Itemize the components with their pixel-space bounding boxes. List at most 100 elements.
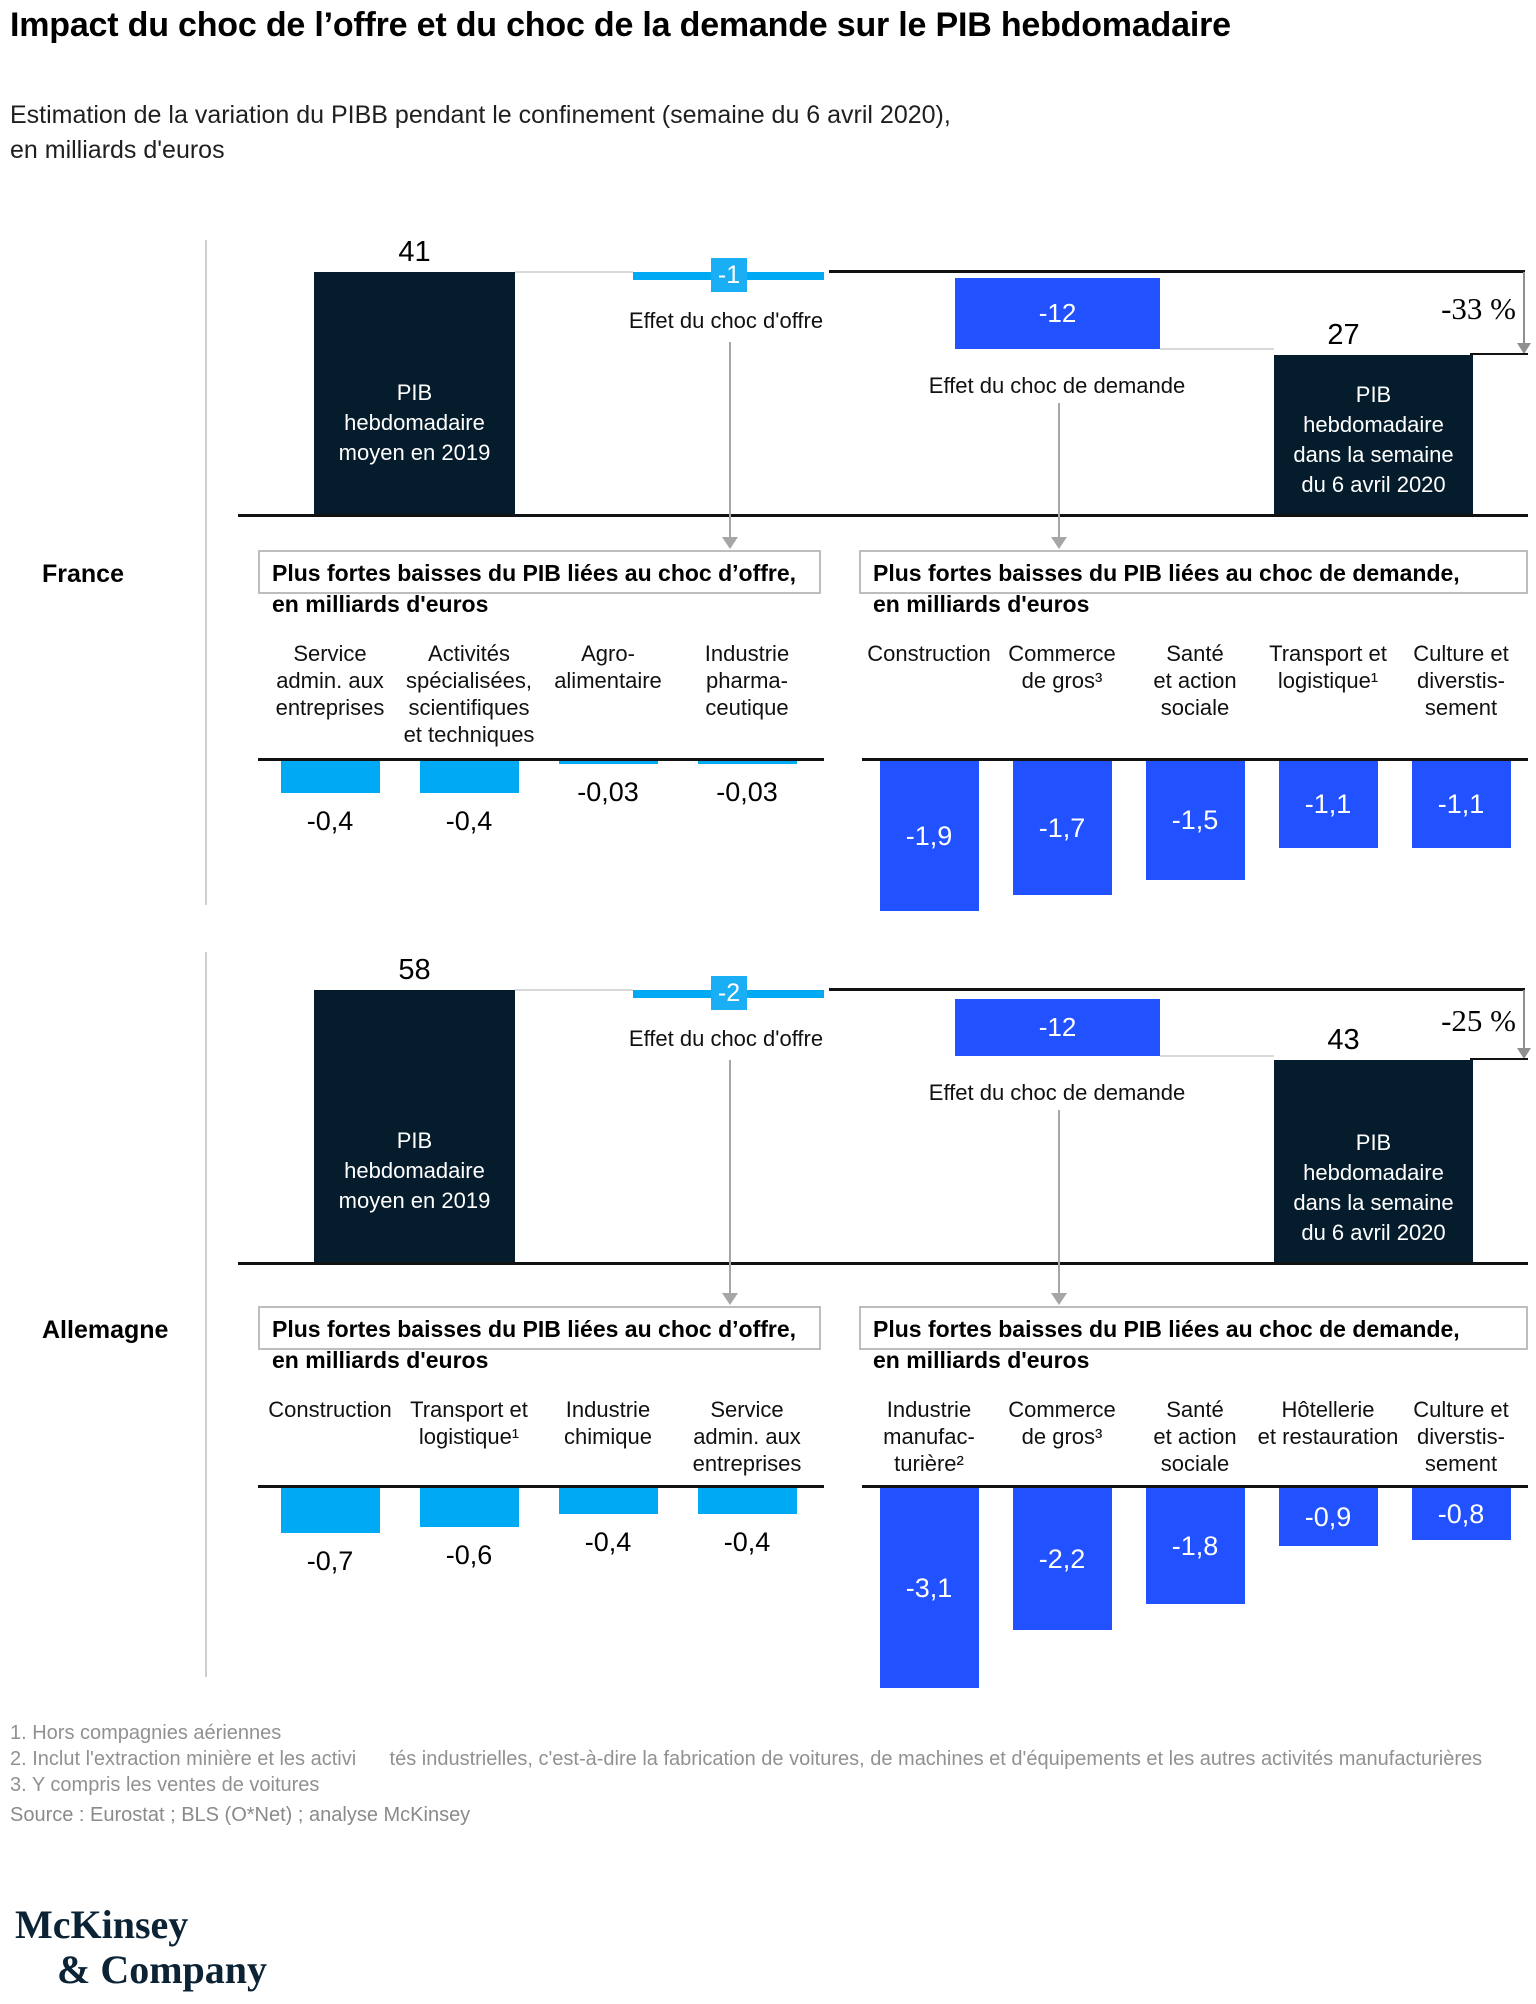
supply-detail-arrow-head-icon	[721, 1293, 738, 1305]
source-line: Source : Eurostat ; BLS (O*Net) ; analys…	[10, 1804, 471, 1826]
connector-line	[1160, 347, 1274, 350]
demand-bar: -3,1	[879, 1488, 979, 1688]
supply-bar	[558, 1488, 658, 1514]
supply-panel-box	[258, 1306, 821, 1350]
supply-bar-value: -0,03	[577, 777, 639, 807]
demand-bar: -1,8	[1145, 1488, 1245, 1604]
top-reference-line	[829, 988, 1525, 991]
logo-line-1: McKinsey	[15, 1902, 189, 1947]
demand-bar: -1,1	[1278, 761, 1378, 848]
supply-detail-arrow-line	[728, 1060, 731, 1294]
supply-category-label: Agro- alimentaire	[554, 641, 662, 693]
supply-panel-box	[258, 550, 821, 594]
mckinsey-logo: McKinsey & Company	[15, 1902, 267, 1992]
supply-effect-label: Effet du choc d'offre	[628, 1026, 824, 1051]
country-label: Allemagne	[42, 1316, 169, 1344]
demand-axis-line	[862, 1485, 1528, 1488]
supply-bar	[558, 761, 658, 764]
supply-bar-value: -0,6	[445, 1540, 493, 1570]
pct-arrow-head-icon	[1517, 342, 1531, 354]
demand-effect-label: Effet du choc de demande	[928, 372, 1186, 398]
demand-shock-bar: -12	[955, 277, 1160, 349]
demand-detail-arrow-line	[1057, 1109, 1060, 1294]
gdp-start-bar: PIB hebdomadaire moyen en 2019	[314, 990, 515, 1262]
supply-panel-title: Plus fortes baisses du PIB liées au choc…	[272, 1316, 797, 1373]
demand-category-label: Commerce de gros³	[1008, 1397, 1116, 1449]
demand-category-label: Santé et action sociale	[1153, 641, 1237, 720]
demand-bar: -1,1	[1411, 761, 1511, 848]
footnotes-block: 1. Hors compagnies aériennes 2. Inclut l'…	[10, 1720, 1530, 1798]
demand-category-label: Culture et diverstis- sement	[1413, 1397, 1509, 1476]
pct-change-label: -33 %	[1441, 291, 1516, 327]
supply-bar-value: -0,7	[306, 1546, 354, 1576]
pct-arrow-head-icon	[1517, 1048, 1531, 1060]
supply-bar-value: -0,4	[723, 1527, 771, 1557]
gdp-start-bar-label: PIB hebdomadaire moyen en 2019	[338, 1128, 491, 1213]
demand-bar: -1,5	[1145, 761, 1245, 880]
demand-category-label: Transport et logistique¹	[1269, 641, 1387, 693]
supply-bar	[697, 1488, 797, 1514]
supply-category-label: Service admin. aux entreprises	[692, 1397, 802, 1476]
waterfall-baseline	[238, 1262, 1528, 1265]
demand-bar: -0,9	[1278, 1488, 1378, 1546]
supply-category-label: Industrie pharma- ceutique	[704, 641, 790, 720]
gdp-start-value: 41	[398, 236, 431, 268]
gdp-end-value: 27	[1327, 318, 1360, 351]
gdp-end-bar: PIB hebdomadaire dans la semaine du 6 av…	[1274, 1060, 1473, 1262]
pct-arrow-line	[1523, 272, 1525, 344]
supply-bar	[280, 1488, 380, 1533]
footnote: 3. Y compris les ventes de voitures	[10, 1774, 320, 1796]
demand-effect-label: Effet du choc de demande	[928, 1079, 1186, 1105]
pct-arrow-line	[1523, 990, 1525, 1050]
gdp-start-bar: PIB hebdomadaire moyen en 2019	[314, 272, 515, 514]
demand-shock-bar: -12	[955, 999, 1160, 1056]
supply-category-label: Transport et logistique¹	[410, 1397, 528, 1449]
subtitle-line-2: en milliards d'euros	[10, 136, 225, 164]
logo-line-2: & Company	[57, 1947, 268, 1992]
connector-line	[515, 271, 633, 273]
demand-category-label: Culture et diverstis- sement	[1413, 641, 1509, 720]
page-subtitle: Estimation de la variation du PIBB penda…	[10, 98, 1310, 168]
end-level-line	[1470, 352, 1528, 355]
demand-panel-box	[859, 1306, 1528, 1350]
demand-detail-arrow-line	[1057, 402, 1060, 538]
supply-category-label: Construction	[268, 1397, 392, 1422]
supply-shock-value: -1	[711, 258, 747, 292]
supply-bar	[697, 761, 797, 764]
gdp-end-bar-label: PIB hebdomadaire dans la semaine du 6 av…	[1293, 381, 1454, 497]
demand-bar: -0,8	[1411, 1488, 1511, 1540]
supply-category-label: Activités spécialisées, scientifiques et…	[403, 641, 535, 747]
supply-bar-value: -0,03	[716, 777, 778, 807]
page-title: Impact du choc de l’offre et du choc de …	[10, 6, 1231, 44]
top-reference-line	[829, 270, 1525, 273]
demand-category-label: Construction	[867, 641, 991, 666]
gdp-end-value: 43	[1327, 1024, 1360, 1057]
supply-bar	[419, 1488, 519, 1527]
section-divider-line	[205, 240, 207, 905]
footnote: 2. Inclut l'extraction minière et les ac…	[10, 1748, 1483, 1770]
demand-panel-title: Plus fortes baisses du PIB liées au choc…	[873, 1316, 1460, 1373]
demand-category-label: Santé et action sociale	[1153, 1397, 1237, 1476]
connector-line	[515, 989, 633, 991]
supply-bar	[280, 761, 380, 793]
footnote: 1. Hors compagnies aériennes	[10, 1722, 282, 1744]
demand-category-label: Hôtellerie et restauration	[1257, 1397, 1399, 1449]
supply-category-label: Industrie chimique	[563, 1397, 653, 1449]
gdp-start-bar-label: PIB hebdomadaire moyen en 2019	[338, 380, 491, 465]
country-label: France	[42, 560, 124, 588]
supply-bar-value: -0,4	[445, 806, 493, 836]
gdp-start-value: 58	[398, 954, 431, 986]
demand-panel-box	[859, 550, 1528, 594]
supply-axis-line	[258, 1485, 824, 1488]
supply-panel-title: Plus fortes baisses du PIB liées au choc…	[272, 560, 797, 617]
supply-category-label: Service admin. aux entreprises	[275, 641, 385, 720]
demand-detail-arrow-head-icon	[1050, 1293, 1067, 1305]
waterfall-baseline	[238, 514, 1528, 517]
connector-line	[1160, 1054, 1274, 1057]
demand-detail-arrow-head-icon	[1050, 537, 1067, 549]
section-divider-line	[205, 952, 207, 1677]
demand-bar: -1,7	[1012, 761, 1112, 895]
demand-category-label: Commerce de gros³	[1008, 641, 1116, 693]
subtitle-line-1: Estimation de la variation du PIBB penda…	[10, 101, 951, 129]
demand-category-label: Industrie manufac- turière²	[883, 1397, 975, 1476]
